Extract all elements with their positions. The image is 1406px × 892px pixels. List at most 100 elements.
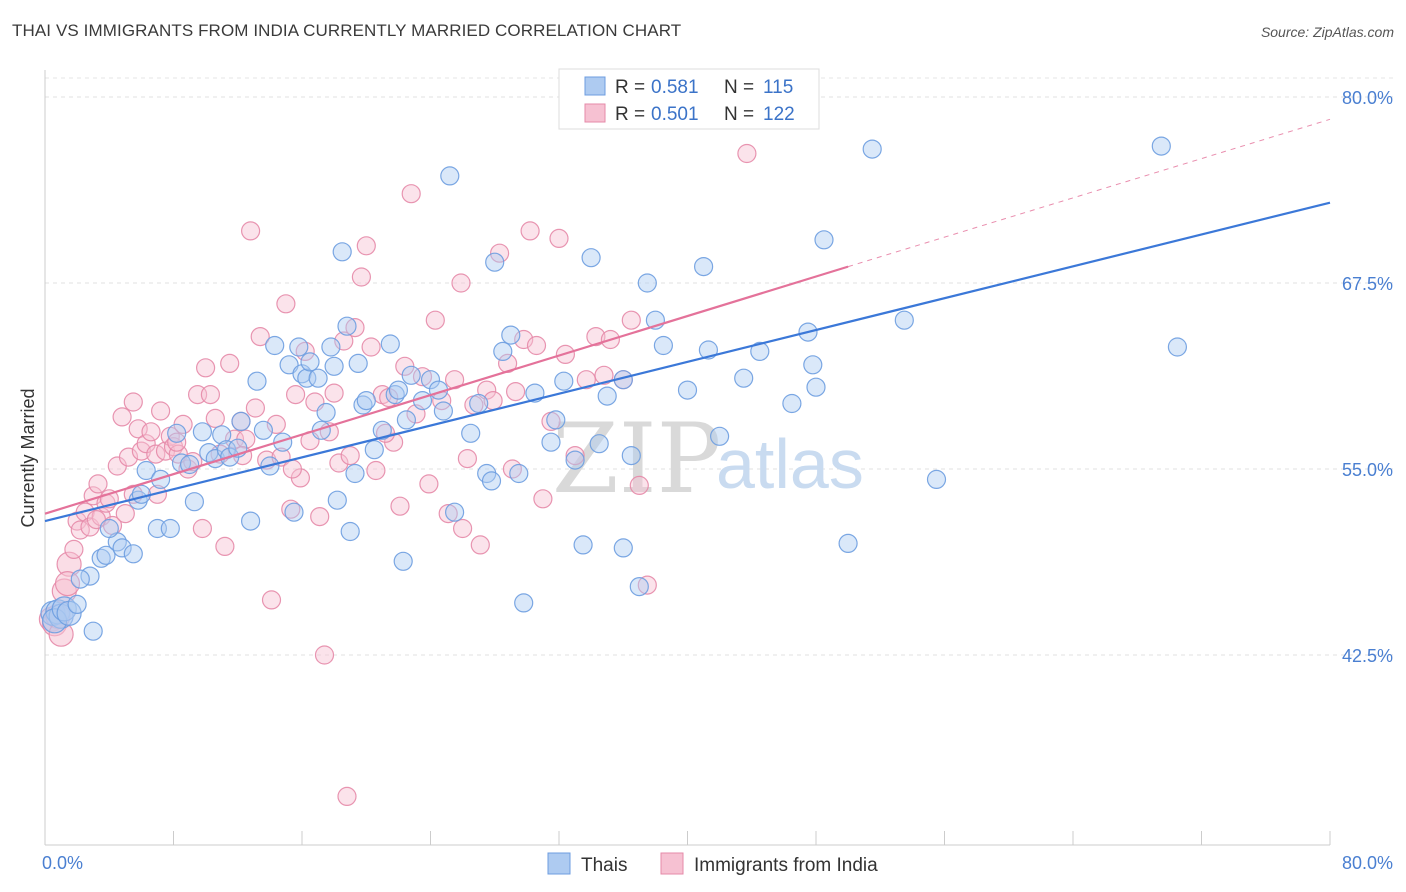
thais-point xyxy=(546,410,566,430)
india-point xyxy=(282,459,302,479)
thais-points xyxy=(40,136,1188,641)
thais-point xyxy=(396,410,416,430)
x-tick-label-max: 80.0% xyxy=(1342,853,1393,873)
thais-point xyxy=(241,511,261,531)
thais-point xyxy=(750,341,770,361)
india-point xyxy=(245,398,265,418)
india-point xyxy=(419,474,439,494)
india-point xyxy=(361,337,381,357)
india-point xyxy=(340,446,360,466)
thais-point xyxy=(212,425,232,445)
chart-title: THAI VS IMMIGRANTS FROM INDIA CURRENTLY … xyxy=(12,21,682,40)
thais-point xyxy=(803,355,823,375)
india-point xyxy=(594,365,614,385)
series-legend: Thais Immigrants from India xyxy=(547,852,878,876)
india-point xyxy=(192,518,212,539)
india-point xyxy=(250,327,270,347)
india-point xyxy=(220,353,240,373)
india-point xyxy=(533,489,553,509)
india-point xyxy=(196,358,216,378)
india-point xyxy=(451,273,471,293)
india-point xyxy=(637,575,657,595)
x-tick-label-min: 0.0% xyxy=(42,853,83,873)
thais-point xyxy=(734,368,754,388)
y-tick-labels: 42.5% 55.0% 67.5% 80.0% xyxy=(1342,88,1393,666)
correlation-legend: R = 0.581 N = 115 R = 0.501 N = 122 xyxy=(558,68,820,130)
india-point xyxy=(151,401,171,421)
thais-point xyxy=(393,551,413,571)
legend-r-value-thais: 0.581 xyxy=(651,77,699,98)
thais-point xyxy=(806,377,826,397)
thais-point xyxy=(180,454,200,475)
watermark-atlas: atlas xyxy=(716,425,864,503)
india-point xyxy=(241,221,261,241)
thais-point xyxy=(364,440,384,460)
legend-n-label-thais: N = xyxy=(724,77,754,98)
thais-point xyxy=(324,356,344,376)
source-credit: Source: ZipAtlas.com xyxy=(1260,24,1394,40)
trend-lines xyxy=(44,118,1331,523)
thais-point xyxy=(356,391,376,411)
thais-point xyxy=(461,423,481,443)
india-point xyxy=(470,535,490,555)
india-point xyxy=(215,536,235,557)
y-tick-label: 80.0% xyxy=(1342,88,1393,108)
thais-point xyxy=(184,492,204,512)
thais-point xyxy=(637,273,657,293)
thais-point xyxy=(629,576,649,597)
india-point xyxy=(425,310,445,330)
india-point xyxy=(351,267,371,287)
legend-n-label-india: N = xyxy=(724,104,754,125)
india-point xyxy=(276,294,296,314)
thais-point xyxy=(308,368,328,388)
thais-point xyxy=(99,518,119,539)
thais-point xyxy=(440,166,460,186)
thais-point xyxy=(862,139,882,159)
india-point xyxy=(314,645,335,665)
thais-point xyxy=(677,380,698,400)
watermark: ZIP atlas xyxy=(552,403,864,515)
india-point xyxy=(438,503,458,524)
thais-point xyxy=(554,371,574,391)
thais-point xyxy=(509,463,529,484)
india-point xyxy=(123,392,143,412)
thais-point xyxy=(192,422,212,442)
thais-point xyxy=(253,420,273,440)
thais-point xyxy=(433,401,453,421)
thais-point xyxy=(345,463,365,484)
thais-point xyxy=(289,337,309,357)
legend-swatch-india xyxy=(584,103,606,123)
india-point xyxy=(629,475,649,495)
thais-point xyxy=(160,518,180,539)
legend-n-value-india: 122 xyxy=(763,104,795,125)
india-point xyxy=(621,310,641,330)
thais-point xyxy=(894,310,914,330)
india-trend-line xyxy=(44,265,849,515)
thais-point xyxy=(709,426,730,446)
gridlines xyxy=(45,77,1393,656)
thais-point xyxy=(327,490,347,510)
thais-point xyxy=(445,502,465,522)
india-point xyxy=(576,370,596,390)
thais-point xyxy=(597,386,617,406)
thais-point xyxy=(514,593,534,613)
thais-point xyxy=(321,337,341,357)
thais-point xyxy=(782,393,802,414)
thais-point xyxy=(388,380,408,400)
india-point xyxy=(401,184,421,204)
thais-point xyxy=(613,538,633,558)
thais-point xyxy=(123,544,143,564)
thais-point xyxy=(297,368,317,388)
thais-point xyxy=(693,257,714,277)
y-axis-title: Currently Married xyxy=(18,388,38,527)
india-point xyxy=(453,518,473,539)
thais-point xyxy=(1151,136,1171,156)
india-point xyxy=(526,335,547,356)
india-point xyxy=(505,382,526,402)
thais-point xyxy=(380,334,400,354)
india-point xyxy=(490,243,510,263)
thais-point xyxy=(469,393,489,414)
thais-point xyxy=(348,353,368,373)
thais-point xyxy=(167,423,187,443)
